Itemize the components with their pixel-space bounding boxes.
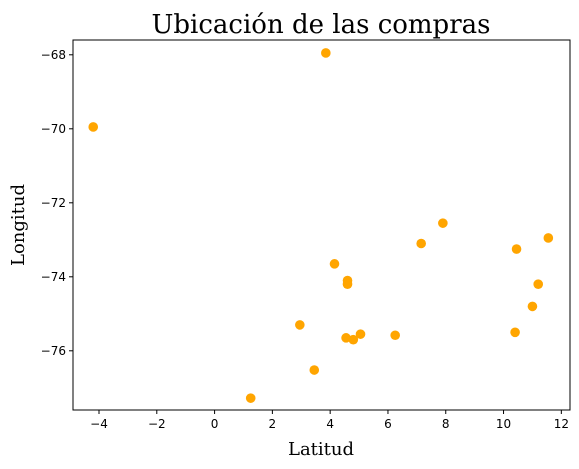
x-tick-label: −2 <box>148 417 166 431</box>
x-tick-label: −4 <box>90 417 108 431</box>
data-point <box>527 301 538 312</box>
data-point <box>321 48 331 58</box>
data-point <box>341 333 351 343</box>
y-axis-label: Longitud <box>8 184 29 266</box>
data-point <box>533 279 544 290</box>
data-point <box>348 334 359 345</box>
data-point <box>416 238 426 249</box>
x-tick-label: 12 <box>554 417 569 431</box>
x-axis-label: Latitud <box>288 439 354 460</box>
chart-title: Ubicación de las compras <box>152 10 491 40</box>
y-tick-label: −74 <box>41 270 66 284</box>
x-axis: −4 −2 0 2 4 6 8 10 12 <box>90 410 569 431</box>
data-point <box>543 233 554 243</box>
y-axis: −68 −70 −72 −74 −76 <box>41 48 73 358</box>
data-point <box>355 329 366 339</box>
data-point <box>88 122 99 132</box>
x-tick-label: 6 <box>384 417 392 431</box>
x-tick-label: 10 <box>496 417 511 431</box>
data-point <box>309 365 320 375</box>
plot-area <box>88 48 554 403</box>
y-tick-label: −70 <box>41 122 66 136</box>
x-tick-label: 2 <box>269 417 277 431</box>
data-point <box>329 259 340 269</box>
x-tick-label: 8 <box>442 417 450 431</box>
data-point <box>438 218 448 228</box>
x-tick-label: 4 <box>326 417 334 431</box>
y-tick-label: −76 <box>41 344 66 358</box>
data-point <box>342 279 353 290</box>
data-point <box>511 244 522 254</box>
data-point <box>295 320 305 330</box>
data-point <box>245 393 256 403</box>
data-point <box>510 327 520 338</box>
y-tick-label: −68 <box>41 48 66 62</box>
y-tick-label: −72 <box>41 196 66 210</box>
x-tick-label: 0 <box>211 417 219 431</box>
plot-frame <box>72 39 571 411</box>
data-point <box>390 330 400 341</box>
